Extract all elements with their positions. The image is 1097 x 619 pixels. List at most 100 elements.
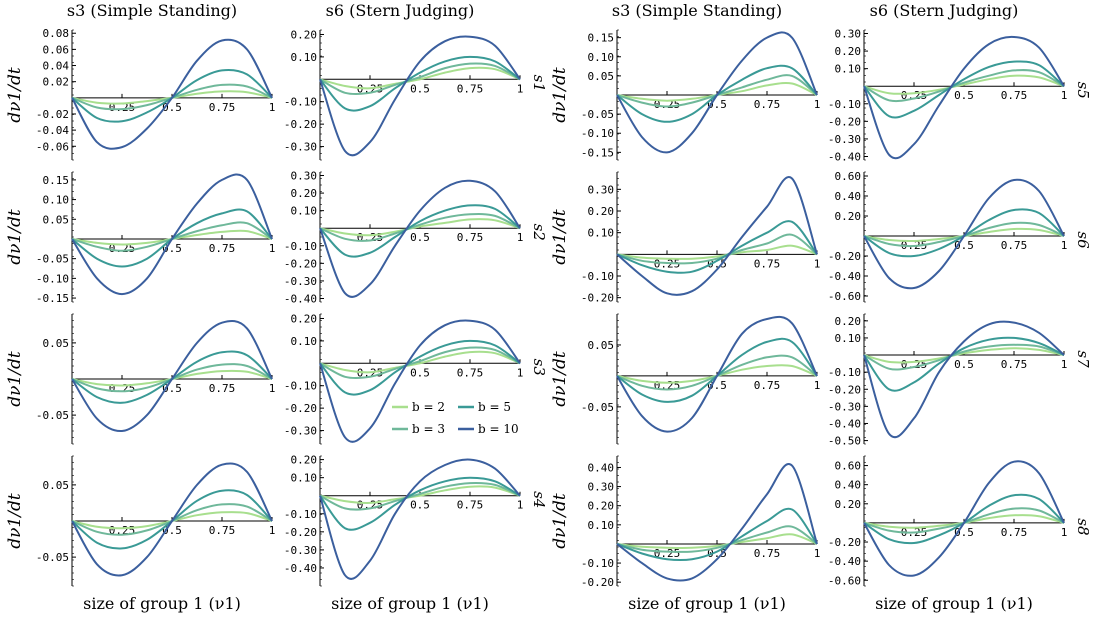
y-tick-label: -0.20 [284,526,317,539]
panel-r0-c0: 0.080.060.040.02-0.02-0.04-0.060.25 0.5 0.… [36,27,275,161]
y-tick-label: -0.60 [828,574,861,587]
y-tick-label: -0.40 [828,150,861,163]
y-axis-label: dν1/dt [550,351,570,407]
series-line-b10 [319,179,521,298]
x-tick-label: 0.75 [457,82,484,95]
y-tick-label: 0.20 [291,312,318,325]
y-tick-label: -0.30 [284,544,317,557]
y-tick-label: 0.60 [835,170,862,183]
strategy-label: s1 [530,75,548,92]
y-tick-label: 0.05 [43,213,70,226]
y-tick-label: 0.20 [835,210,862,223]
x-tick-label: 0.75 [209,242,236,255]
x-axis-label: size of group 1 (ν1) [628,594,786,613]
panel-r3-c3: 0.600.400.20-0.20-0.40-0.600.25 0.5 0.75 1 s… [828,455,1092,587]
x-tick-label: 1 [1061,89,1068,102]
legend: b = 2 b = 3 b = 5 b = 10 [392,400,519,436]
strategy-label: s5 [1074,82,1092,99]
series-line-b3 [319,212,521,242]
y-tick-label: -0.10 [828,98,861,111]
series-line-b2 [319,350,521,374]
series-line-b5 [863,336,1065,392]
y-tick-label: -0.20 [284,118,317,131]
panel-r2-c1: 0.200.10-0.10-0.20-0.300.25 0.5 0.75 1 s3 [284,312,548,445]
x-tick-label: 1 [1061,526,1068,539]
y-tick-label: 0.30 [835,28,862,41]
y-tick-label: -0.20 [828,536,861,549]
series-line-b10 [71,462,273,577]
y-axis-label: dν1/dt [5,67,25,123]
column-title: s6 (Stern Judging) [326,1,475,20]
y-axis-label: dν1/dt [550,67,570,123]
column-title: s3 (Simple Standing) [67,1,237,20]
y-tick-label: 0.15 [43,174,70,187]
y-tick-label: -0.60 [828,290,861,303]
y-tick-label: -0.30 [284,141,317,154]
y-tick-label: 0.20 [291,454,318,467]
y-tick-label: 0.05 [43,337,70,350]
panel-r3-c0: 0.05-0.050.25 0.5 0.75 1 [36,455,275,587]
y-tick-label: -0.30 [284,425,317,438]
x-tick-label: 0.75 [1001,239,1028,252]
strategy-label: s3 [530,359,548,376]
panel-r0-c3: 0.300.200.10-0.10-0.20-0.30-0.400.25 0.5 0… [828,28,1092,164]
series-line-b2 [616,244,818,260]
y-tick-label: -0.10 [581,127,614,140]
panel-r0-c1: 0.200.10-0.10-0.20-0.300.25 0.5 0.75 1 s1 [284,28,548,161]
series-line-b3 [863,68,1065,103]
panel-r0-c2: 0.150.100.05-0.05-0.10-0.150.25 0.5 0.75 1 [581,29,820,161]
y-axis-label: dν1/dt [5,209,25,265]
x-tick-label: 0.25 [109,382,136,395]
y-tick-label: 0.20 [588,500,615,513]
series-line-b10 [71,38,273,150]
y-tick-label: 0.40 [835,190,862,203]
series-line-b10 [319,35,521,157]
y-tick-label: -0.40 [284,562,317,575]
legend-label: b = 3 [412,422,445,436]
y-axis-label: dν1/dt [550,209,570,265]
series-line-b10 [616,315,818,433]
series-line-b10 [616,176,818,296]
panel-r1-c3: 0.600.400.20-0.20-0.40-0.600.25 0.5 0.75 1 s… [828,170,1092,303]
series-line-b10 [863,178,1065,290]
y-tick-label: 0.05 [588,70,615,83]
x-tick-label: 1 [517,366,524,379]
y-tick-label: -0.05 [36,253,69,266]
y-tick-label: -0.05 [581,401,614,414]
x-tick-label: 1 [517,231,524,244]
strategy-label: s6 [1074,231,1092,249]
y-tick-label: -0.05 [36,551,69,564]
x-tick-label: 0.75 [1001,526,1028,539]
y-axis-label: dν1/dt [5,493,25,549]
x-tick-label: 1 [1061,239,1068,252]
x-tick-label: 1 [1061,358,1068,371]
x-tick-label: 0.75 [754,98,781,111]
x-tick-label: 0.75 [457,366,484,379]
y-tick-label: -0.20 [828,115,861,128]
y-tick-label: 0.20 [291,187,318,200]
x-tick-label: 0.5 [410,366,430,379]
y-tick-label: 0.10 [291,205,318,218]
y-tick-label: 0.10 [835,332,862,345]
y-tick-label: 0.10 [291,335,318,348]
x-tick-label: 0.75 [754,257,781,270]
series-line-b5 [616,337,818,403]
y-tick-label: -0.40 [284,292,317,305]
x-axis-label: size of group 1 (ν1) [83,594,241,613]
y-tick-label: -0.20 [284,257,317,270]
y-tick-label: -0.05 [36,409,69,422]
y-tick-label: 0.02 [43,76,70,89]
x-axis-label: size of group 1 (ν1) [875,594,1033,613]
x-tick-label: 1 [517,82,524,95]
series-line-b3 [319,346,521,380]
legend-label: b = 2 [412,400,445,414]
y-tick-label: 0.30 [588,183,615,196]
series-line-b5 [319,55,521,112]
y-tick-label: -0.05 [581,108,614,121]
series-line-b3 [616,525,818,553]
y-tick-label: 0.20 [588,205,615,218]
y-tick-label: 0.60 [835,460,862,473]
y-tick-label: 0.10 [43,194,70,207]
panel-r2-c2: 0.05-0.050.25 0.5 0.75 1 [581,313,820,445]
y-tick-label: 0.06 [43,43,70,56]
